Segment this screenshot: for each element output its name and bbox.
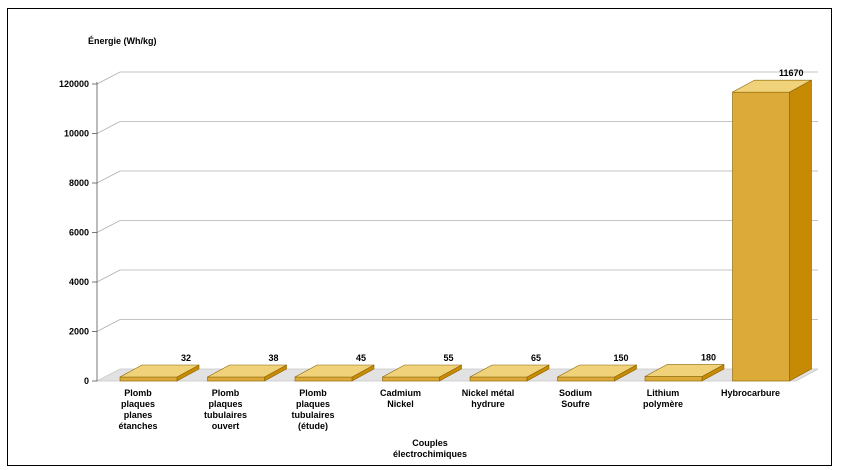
bar-front — [119, 376, 178, 382]
bar-1 — [119, 364, 200, 382]
category-label: Lithium polymère — [643, 388, 683, 409]
bar-front — [207, 376, 265, 382]
value-label: 55 — [443, 353, 453, 363]
bar-4 — [382, 364, 462, 382]
bar-side — [789, 79, 812, 382]
y-tick-label: 4000 — [69, 277, 89, 287]
gridline-diagonal — [96, 319, 121, 332]
value-label: 11670 — [779, 68, 804, 78]
y-tick-label: 8000 — [69, 178, 89, 188]
bar-8 — [732, 79, 812, 382]
bar-top — [119, 364, 200, 378]
gridline-diagonal — [96, 71, 121, 85]
bar-top — [294, 364, 375, 378]
bar-top — [644, 364, 725, 377]
gridline-diagonal — [96, 170, 121, 184]
value-label: 150 — [613, 353, 628, 363]
bar-front — [382, 376, 440, 382]
y-tick-label: 120000 — [59, 79, 89, 89]
category-label: Plomb plaques tubulaires ouvert — [204, 388, 247, 431]
chart-frame — [7, 8, 832, 466]
value-label: 45 — [356, 353, 366, 363]
bar-front — [732, 91, 790, 382]
y-tick-label: 6000 — [69, 228, 89, 238]
category-label: Sodium Soufre — [559, 388, 592, 409]
bar-6 — [557, 364, 637, 382]
category-label: Plomb plaques planes étanches — [118, 388, 157, 431]
category-label: Cadmium Nickel — [380, 388, 421, 409]
gridline-diagonal — [96, 220, 121, 233]
category-label: Plomb plaques tubulaires (étude) — [291, 388, 334, 431]
gridline-diagonal — [96, 121, 121, 134]
bar-7 — [644, 364, 725, 382]
bar-front — [469, 376, 528, 382]
y-tick-label: 2000 — [69, 327, 89, 337]
x-axis-title-line-1: Couples — [412, 438, 448, 448]
bar-top — [557, 364, 637, 378]
category-label: Hybrocarbure — [721, 388, 780, 398]
bar-top — [469, 364, 550, 378]
bar-front — [644, 376, 703, 382]
bar-top — [732, 79, 812, 93]
bar-top — [207, 364, 287, 378]
value-label: 32 — [181, 353, 191, 363]
bar-front — [294, 376, 353, 382]
category-label: Nickel métal hydrure — [462, 388, 515, 409]
y-axis-title: Énergie (Wh/kg) — [88, 36, 157, 46]
x-axis-title-line-2: électrochimiques — [393, 449, 467, 459]
gridline-diagonal — [96, 269, 121, 283]
value-label: 38 — [268, 353, 278, 363]
y-tick-label: 10000 — [64, 129, 89, 139]
value-label: 65 — [531, 353, 541, 363]
bar-top — [382, 364, 462, 378]
value-label: 180 — [701, 353, 716, 363]
bar-3 — [294, 364, 375, 382]
bar-5 — [469, 364, 550, 382]
bar-2 — [207, 364, 287, 382]
bar-front — [557, 376, 615, 382]
y-tick-label: 0 — [84, 376, 89, 386]
